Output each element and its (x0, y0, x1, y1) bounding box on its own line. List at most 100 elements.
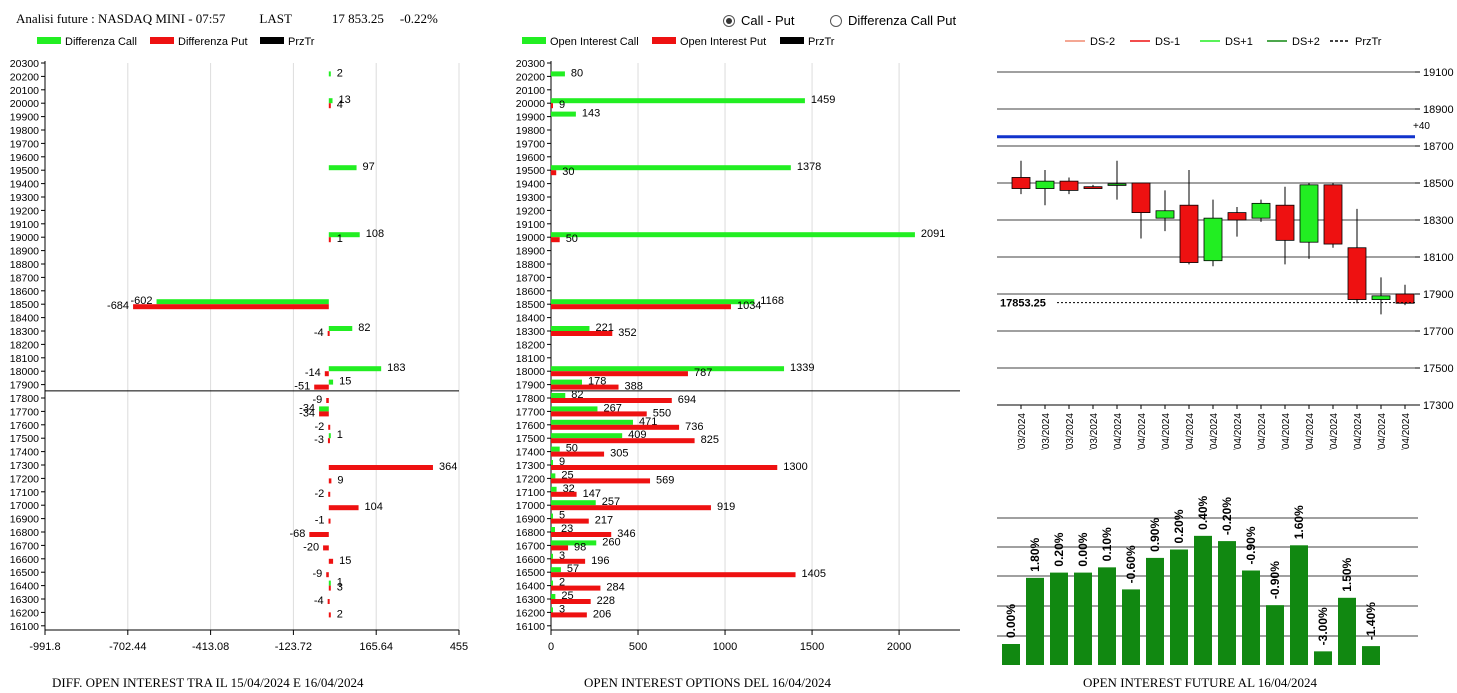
y-tick-label: 18600 (516, 286, 545, 298)
put-oi-bar-label: 50 (566, 233, 578, 245)
y-tick-label: 16700 (10, 540, 39, 552)
y-tick-label: 19900 (10, 112, 39, 124)
candle-body (1179, 204, 1199, 263)
legend-label: PrzTr (1355, 36, 1382, 48)
put-oi-bar (551, 545, 569, 551)
oi-future-bar-label: -3.00% (1316, 607, 1330, 645)
put-diff-bar (328, 491, 331, 497)
oi-future-chart: 0.00% 1.80% 0.20% 0.00% 0.10% -0.60% 0.90% 0.20… (997, 495, 1418, 665)
level-line-label: +40 (1413, 121, 1430, 132)
y-tick-label: 17700 (516, 406, 545, 418)
put-oi-bar (551, 612, 587, 618)
y-tick-label: 16900 (516, 514, 545, 526)
radio-on-icon (723, 14, 735, 27)
call-diff-bar-label: 1 (337, 429, 343, 441)
oi-future-bar (1194, 535, 1212, 665)
put-oi-bar (551, 532, 612, 537)
put-diff-bar-label: 3 (337, 582, 343, 594)
candle-body (1275, 204, 1295, 241)
x-tick-label: 500 (629, 641, 647, 653)
put-oi-bar-label: 825 (701, 434, 719, 446)
legend-label: Open Interest Put (680, 36, 766, 48)
put-oi-bar (551, 411, 647, 417)
put-oi-bar (551, 424, 680, 430)
call-oi-bar (551, 553, 553, 559)
call-oi-bar-label: 1378 (797, 161, 821, 173)
put-diff-bar-label: 15 (339, 555, 351, 567)
radio-differenza[interactable]: Differenza Call Put (830, 13, 956, 28)
put-oi-bar (551, 478, 651, 484)
call-diff-bar-label: 1 (337, 577, 343, 589)
radio-call-put[interactable]: Call - Put (723, 13, 794, 28)
put-oi-bar (551, 304, 731, 310)
put-oi-bar (551, 103, 553, 109)
legend-label: PrzTr (808, 36, 835, 48)
header-title: Analisi future : NASDAQ MINI - 07:57 (16, 11, 226, 26)
put-oi-bar-label: 569 (656, 474, 674, 486)
put-diff-bar (328, 465, 433, 470)
put-diff-bar-label: -4 (314, 595, 324, 607)
put-oi-bar-label: 206 (593, 608, 611, 620)
y-tick-label: 17800 (516, 393, 545, 405)
call-oi-bar (551, 232, 915, 238)
put-diff-bar-label: 4 (337, 99, 343, 111)
call-diff-bar-label: 13 (339, 94, 351, 106)
y-tick-label: 19000 (10, 232, 39, 244)
call-oi-bar (551, 393, 566, 398)
y-tick-label: 17300 (10, 460, 39, 472)
put-oi-bar (551, 371, 688, 377)
put-oi-bar-label: 919 (717, 501, 735, 513)
candlestick-chart: DS-2 DS-1 DS+1 DS+2 PrzTr 19100 18900 18700 1850… (997, 36, 1454, 450)
candle-body (1203, 217, 1223, 262)
call-oi-bar (551, 500, 596, 506)
y-tick-label: 16200 (516, 607, 545, 619)
y-tick-label: 19500 (516, 165, 545, 177)
y-tick-label: 18300 (516, 326, 545, 338)
put-oi-bar-label: 217 (595, 515, 613, 527)
oi-future-bar (1338, 597, 1356, 665)
put-diff-bar (327, 599, 330, 604)
put-diff-bar (328, 237, 331, 243)
oi-future-bar (1170, 549, 1188, 665)
x-tick-label: 1500 (800, 641, 824, 653)
y-tick-label: 16900 (10, 514, 39, 526)
call-oi-bar (551, 406, 598, 412)
y-tick-label: 17700 (1423, 326, 1454, 338)
call-oi-bar-label: 5 (559, 510, 565, 522)
oi-future-bar-label: 1.80% (1028, 537, 1042, 571)
call-diff-bar-label: 2 (337, 67, 343, 79)
call-oi-bar-label: 80 (571, 67, 583, 79)
candle-body (1011, 177, 1031, 189)
put-diff-bar (324, 371, 329, 377)
call-oi-bar-label: 3 (559, 603, 565, 615)
call-oi-bar-label: 143 (582, 108, 600, 120)
put-oi-bar-label: 1034 (737, 300, 761, 312)
x-tick-label: 15/04/2024 (1353, 413, 1364, 450)
put-oi-bar-label: 388 (625, 381, 643, 393)
put-oi-bar-label: 694 (678, 394, 696, 406)
y-tick-label: 16200 (10, 607, 39, 619)
legend-swatch (37, 37, 61, 44)
y-tick-label: 17800 (10, 393, 39, 405)
header: Analisi future : NASDAQ MINI - 07:57 LAST… (16, 11, 438, 27)
put-diff-bar (309, 532, 329, 537)
y-tick-label: 17600 (10, 420, 39, 432)
x-tick-label: -702.44 (109, 641, 146, 653)
put-diff-bar (328, 518, 331, 524)
call-oi-bar (551, 326, 590, 331)
x-tick-label: 17/04/2024 (1401, 413, 1412, 450)
put-oi-bar (551, 558, 586, 564)
put-oi-bar-label: 284 (606, 582, 624, 594)
put-diff-bar (323, 545, 329, 551)
put-diff-bar (328, 585, 331, 591)
radio-off-icon (830, 14, 842, 27)
call-oi-bar (551, 299, 755, 305)
x-tick-label: 26/03/2024 (1017, 413, 1028, 450)
y-tick-label: 16400 (10, 581, 39, 593)
put-diff-bar (319, 411, 329, 417)
candle-body (1395, 293, 1415, 304)
call-diff-bar-label: 183 (387, 362, 405, 374)
call-oi-bar-label: 1459 (811, 94, 835, 106)
call-oi-bar-label: 2 (559, 577, 565, 589)
x-tick-label: 1000 (713, 641, 737, 653)
